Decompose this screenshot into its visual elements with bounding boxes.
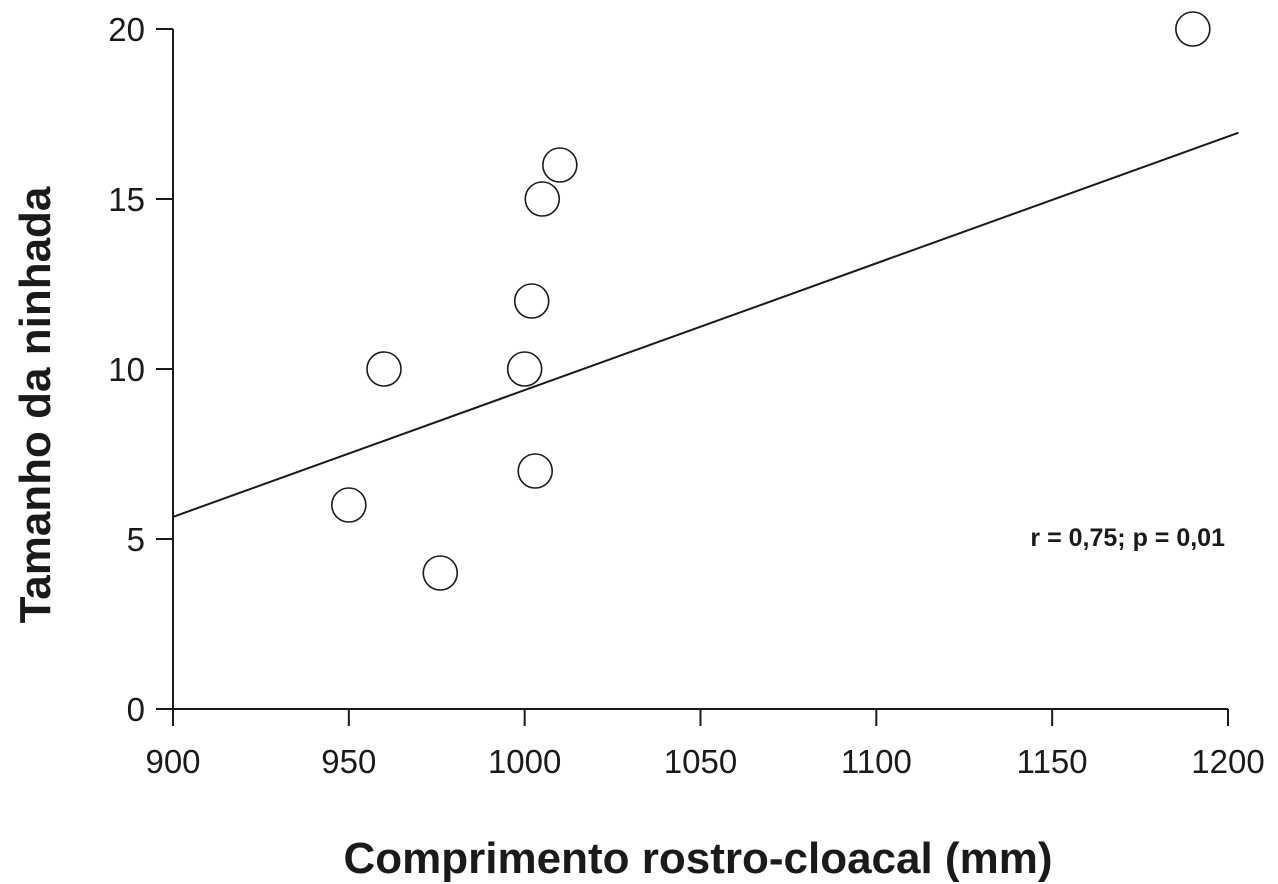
y-tick-label: 5 (127, 521, 145, 558)
data-point (542, 147, 578, 183)
y-tick-label: 10 (108, 351, 145, 388)
data-points (331, 11, 1211, 591)
data-point (366, 351, 402, 387)
y-axis-title: Tamanho da ninhada (11, 186, 60, 623)
x-tick-label: 1000 (488, 743, 561, 780)
x-tick-label: 1150 (1017, 743, 1088, 780)
regression-line (172, 131, 1239, 518)
data-point (506, 351, 543, 387)
y-tick-label: 20 (108, 11, 145, 48)
x-tick-label: 900 (145, 743, 200, 780)
data-point (1175, 11, 1211, 47)
axes (172, 29, 1228, 710)
correlation-annotation: r = 0,75; p = 0,01 (1030, 524, 1225, 552)
data-point (331, 487, 367, 523)
y-tick-label: 0 (127, 691, 145, 728)
data-point (517, 453, 554, 489)
ticks: 900 950 1000 1050 1100 1150 1200 0 5 10 15 20 (108, 11, 1264, 780)
regression-line-group (172, 131, 1239, 518)
y-tick-label: 15 (108, 181, 145, 218)
data-point (513, 283, 550, 319)
x-tick-label: 950 (321, 743, 376, 780)
data-point (422, 555, 459, 591)
data-point (524, 181, 561, 217)
x-tick-label: 1050 (664, 743, 737, 780)
x-tick-label: 1200 (1191, 743, 1264, 780)
x-tick-label: 1100 (841, 743, 912, 780)
x-axis-title: Comprimento rostro-cloacal (mm) (344, 834, 1053, 883)
